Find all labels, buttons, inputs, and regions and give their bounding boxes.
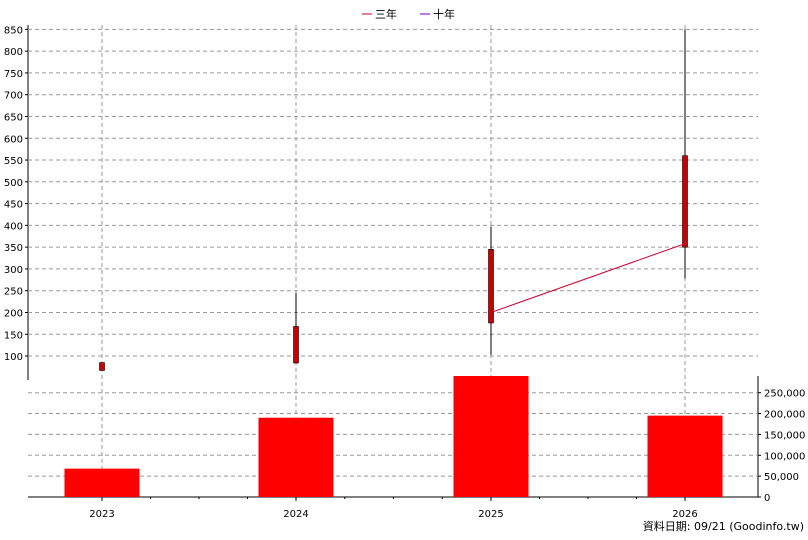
candle-body bbox=[488, 249, 494, 324]
volume-bar bbox=[453, 376, 529, 497]
legend: 三年 十年 bbox=[362, 7, 455, 21]
grid-lines bbox=[28, 25, 758, 497]
price-tick-label: 850 bbox=[4, 25, 23, 36]
data-date-footer: 資料日期: 09/21 (Goodinfo.tw) bbox=[642, 520, 804, 533]
candlesticks bbox=[99, 29, 688, 371]
price-tick-label: 650 bbox=[4, 112, 23, 123]
price-tick-label: 100 bbox=[4, 352, 23, 363]
candle-body bbox=[293, 326, 299, 364]
price-tick-label: 200 bbox=[4, 308, 23, 319]
volume-bars bbox=[64, 376, 723, 497]
volume-tick-label: 50,000 bbox=[764, 472, 799, 483]
price-tick-label: 550 bbox=[4, 156, 23, 167]
price-tick-label: 450 bbox=[4, 200, 23, 211]
volume-bar bbox=[64, 468, 140, 497]
x-tick-label: 2026 bbox=[672, 509, 697, 520]
price-tick-label: 400 bbox=[4, 221, 23, 232]
price-tick-label: 600 bbox=[4, 134, 23, 145]
axes: 100 150 200 250 300 350 400 450 500 550 600 650 700 7… bbox=[4, 25, 805, 520]
candle-body bbox=[682, 155, 688, 248]
series-line-0 bbox=[490, 243, 686, 313]
price-tick-label: 150 bbox=[4, 330, 23, 341]
price-tick-label: 300 bbox=[4, 265, 23, 276]
price-tick-label: 800 bbox=[4, 47, 23, 58]
volume-tick-label: 150,000 bbox=[764, 430, 805, 441]
volume-tick-label: 0 bbox=[764, 493, 770, 504]
x-tick-label: 2023 bbox=[89, 509, 114, 520]
volume-bar bbox=[647, 415, 723, 497]
price-tick-label: 700 bbox=[4, 91, 23, 102]
volume-tick-label: 250,000 bbox=[764, 389, 805, 400]
price-tick-label: 500 bbox=[4, 178, 23, 189]
volume-tick-label: 100,000 bbox=[764, 451, 805, 462]
x-tick-label: 2024 bbox=[283, 509, 308, 520]
price-tick-label: 350 bbox=[4, 243, 23, 254]
legend-label: 十年 bbox=[433, 7, 455, 21]
price-tick-label: 750 bbox=[4, 69, 23, 80]
volume-tick-label: 200,000 bbox=[764, 410, 805, 421]
price-tick-label: 250 bbox=[4, 287, 23, 298]
volume-bar bbox=[258, 417, 334, 497]
legend-label: 三年 bbox=[375, 7, 397, 21]
average-lines bbox=[490, 243, 686, 313]
x-tick-label: 2025 bbox=[478, 509, 503, 520]
candle-body bbox=[99, 362, 105, 371]
